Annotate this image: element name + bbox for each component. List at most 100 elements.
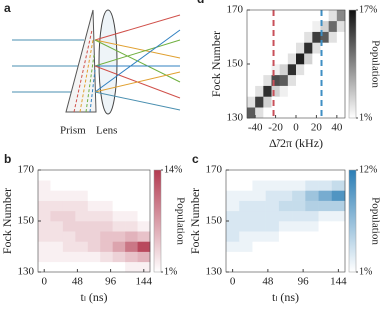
heat-cell (312, 107, 321, 119)
heat-cell (320, 42, 329, 54)
heat-cell (336, 96, 346, 108)
heat-cell (247, 96, 256, 108)
heat-cell (62, 170, 76, 181)
heat-cell (279, 74, 289, 86)
heat-cell (50, 231, 64, 242)
heat-cell (137, 251, 151, 263)
colorbar (153, 169, 162, 273)
heat-cell (87, 261, 101, 273)
heat-cell (62, 200, 76, 212)
heat-cell (112, 200, 126, 212)
heat-cell (320, 85, 329, 97)
heat-cell (331, 261, 346, 273)
colorbar (348, 169, 357, 273)
heat-cell (312, 85, 321, 97)
heat-cell (226, 241, 240, 252)
heat-cell (226, 221, 240, 232)
heat-cell (331, 200, 346, 212)
heat-cell (255, 20, 264, 32)
heat-cell (312, 64, 321, 76)
heat-cell (100, 170, 113, 181)
heat-cell (271, 31, 280, 43)
heat-cell (50, 190, 64, 201)
heat-cell (247, 74, 256, 86)
heat-cell (87, 231, 101, 242)
heat-cell (38, 200, 51, 212)
heat-cell (279, 31, 289, 43)
heat-cell (265, 180, 280, 191)
heat-cell (336, 64, 346, 76)
heat-cell (318, 180, 333, 191)
ray (94, 14, 181, 41)
heat-cell (304, 42, 313, 54)
x-tick-label: 48 (72, 276, 84, 288)
colorbar-label: Population (369, 197, 381, 245)
heat-cell (304, 64, 313, 76)
heat-cell (265, 251, 280, 263)
heat-cell (279, 53, 289, 65)
y-tick-label: 170 (227, 4, 244, 16)
heat-cell (226, 180, 240, 191)
heat-cell (50, 251, 64, 263)
heat-cell (137, 210, 151, 222)
ray (94, 39, 181, 67)
heat-cell (271, 64, 280, 76)
heat-cell (247, 107, 256, 119)
colorbar-tick-label: 14% (164, 164, 182, 175)
heat-cell (239, 241, 253, 252)
heat-cell (296, 74, 305, 86)
heat-cell (265, 231, 280, 242)
heat-cell (125, 200, 138, 212)
heat-cell (292, 200, 306, 212)
heat-cell (320, 53, 329, 65)
heat-cell (112, 251, 126, 263)
heat-cell (112, 180, 126, 191)
heat-cell (50, 261, 64, 273)
heat-cell (336, 74, 346, 86)
heat-cell (296, 85, 305, 97)
heat-cell (304, 74, 313, 86)
heat-cell (263, 53, 272, 65)
heat-cell (263, 64, 272, 76)
dispersion-line (85, 54, 95, 113)
heat-cell (255, 53, 264, 65)
heat-cell (125, 241, 138, 252)
heat-cell (292, 180, 306, 191)
heat-cell (278, 190, 293, 201)
heat-cell (304, 107, 313, 119)
heat-cell (252, 170, 266, 181)
x-tick-label: -40 (248, 122, 263, 134)
heat-cell (271, 20, 280, 32)
x-tick-label: 144 (330, 276, 347, 288)
heat-cell (247, 31, 256, 43)
heat-cell (100, 200, 113, 212)
heat-cell (112, 241, 126, 252)
prism (65, 9, 97, 113)
y-tick-label: 130 (206, 266, 223, 278)
colorbar-tick-label: 1% (359, 266, 372, 277)
prism-label: Prism (60, 125, 86, 137)
heat-cell (271, 53, 280, 65)
heat-cell (87, 200, 101, 212)
heat-cell (75, 231, 89, 242)
colorbar-tick-label: 17% (359, 4, 377, 15)
heat-cell (278, 251, 293, 263)
heat-cell (112, 261, 126, 273)
heat-cell (265, 190, 280, 201)
heat-cell (304, 10, 313, 22)
heat-cell (287, 64, 297, 76)
heat-cell (278, 221, 293, 232)
heat-cell (296, 10, 305, 22)
heat-cell (320, 74, 329, 86)
y-tick-label: 150 (227, 58, 244, 70)
heat-cell (38, 251, 51, 263)
heat-cell (328, 96, 338, 108)
y-axis-label: Fock Number (209, 31, 223, 97)
heat-cell (318, 261, 333, 273)
y-axis-label: Fock Number (188, 188, 202, 254)
heat-cell (247, 64, 256, 76)
lens-label: Lens (96, 125, 117, 137)
heat-cell (100, 190, 113, 201)
heat-cell (279, 85, 289, 97)
